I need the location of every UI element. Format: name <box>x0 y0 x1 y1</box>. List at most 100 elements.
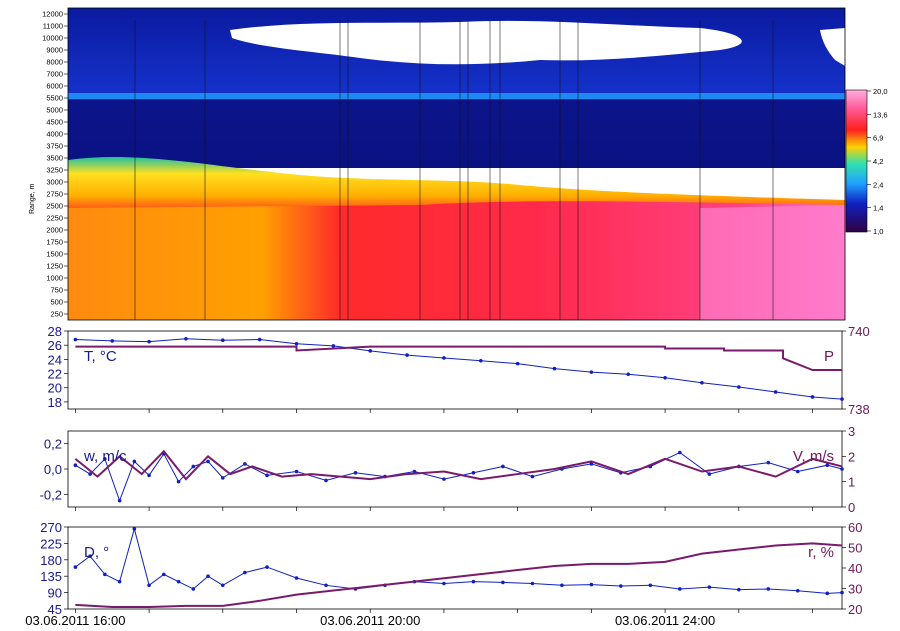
right-tick-label: 20 <box>848 602 862 617</box>
right-tick-label: 40 <box>848 561 862 576</box>
lidar-y-tick-label: 5500 <box>46 94 63 103</box>
right-tick-label: 740 <box>848 324 870 339</box>
series-point <box>442 581 446 586</box>
series-point <box>73 337 78 342</box>
series-point <box>515 361 520 366</box>
left-tick-label: 18 <box>48 395 62 410</box>
series-point <box>257 337 262 342</box>
panel-wind: -0,2 0,0 0,2 0 1 2 3 w, m/c V, m/s <box>40 424 856 515</box>
right-axis-label: P <box>824 348 834 365</box>
series-line <box>75 338 843 400</box>
series-point <box>589 370 594 374</box>
series-point <box>147 583 151 588</box>
lidar-y-tick-label: 3750 <box>46 142 63 151</box>
series-point <box>552 366 557 371</box>
series-point <box>353 471 358 475</box>
heatmap-lower-layer <box>68 201 845 320</box>
series-point <box>648 583 653 588</box>
series-point <box>560 583 564 588</box>
series-point <box>176 479 181 484</box>
series-point <box>479 358 483 363</box>
lidar-y-tick-label: 5000 <box>46 106 63 115</box>
series-point <box>221 338 225 343</box>
lidar-y-tick-label: 2250 <box>46 214 63 223</box>
heatmap-streaks <box>134 20 774 320</box>
lidar-y-tick-label: 6000 <box>46 82 63 91</box>
lidar-y-tick-label: 3000 <box>46 178 63 187</box>
series-line <box>75 526 843 594</box>
colorbar-tick-label: 1,0 <box>873 227 883 236</box>
series-point <box>162 572 166 577</box>
right-tick-label: 2 <box>848 449 855 464</box>
left-axis-label: w, m/c <box>83 448 127 465</box>
colorbar-tick-label: 4,2 <box>873 157 883 166</box>
lidar-y-tick-label: 250 <box>50 310 63 319</box>
series-point <box>265 565 269 569</box>
lidar-ylabel: Range, m <box>29 183 36 214</box>
series-point <box>471 471 476 475</box>
series-point <box>324 583 328 588</box>
right-axis-label: V, m/s <box>793 448 834 465</box>
series-point <box>840 590 844 595</box>
right-tick-label: 50 <box>848 541 862 556</box>
lidar-y-tick-label: 2000 <box>46 226 63 235</box>
right-tick-label: 3 <box>848 424 855 439</box>
left-tick-label: 26 <box>48 338 62 353</box>
series-point <box>103 572 107 577</box>
lidar-y-tick-label: 1000 <box>46 274 63 283</box>
series-point <box>810 395 815 399</box>
right-axis-label: r, % <box>808 544 834 561</box>
lidar-y-tick-label: 500 <box>50 298 63 307</box>
left-tick-label: 0,0 <box>44 462 62 477</box>
colorbar: 20,0 13,6 6,9 4,2 2,4 1,4 1,0 <box>845 87 888 236</box>
series-point <box>619 584 623 588</box>
series-point <box>88 554 92 558</box>
left-tick-label: 270 <box>40 520 62 535</box>
series-point <box>840 397 844 401</box>
series-line <box>75 542 843 608</box>
series-point <box>265 473 269 478</box>
left-axis-label: T, °C <box>84 348 117 365</box>
series-point <box>103 457 107 461</box>
series-point <box>442 356 446 360</box>
series-point <box>530 581 535 586</box>
right-tick-label: 0 <box>848 500 855 515</box>
lidar-y-tick-label: 4500 <box>46 118 63 127</box>
series-point <box>191 464 196 469</box>
series-point <box>471 579 476 584</box>
heatmap-cloud-right <box>820 28 845 66</box>
lidar-y-tick-label: 9000 <box>46 46 63 55</box>
colorbar-tick-label: 6,9 <box>873 134 883 143</box>
series-point <box>501 464 505 469</box>
x-tick-label: 03.06.2011 20:00 <box>320 613 420 628</box>
x-tick-label: 03.06.2011 24:00 <box>615 613 715 628</box>
series-point <box>589 582 594 587</box>
right-tick-label: 1 <box>848 475 855 490</box>
heatmap-dark-band <box>68 100 845 168</box>
x-tick-label: 03.06.2011 16:00 <box>25 613 125 628</box>
lidar-y-tick-label: 1250 <box>46 262 63 271</box>
left-tick-label: 22 <box>48 367 62 382</box>
left-tick-label: 24 <box>48 352 62 367</box>
lidar-y-tick-label: 4000 <box>46 130 63 139</box>
panel-frame <box>67 526 843 610</box>
lidar-y-tick-label: 10000 <box>42 34 63 43</box>
series-line <box>75 451 843 503</box>
series-point <box>110 339 115 343</box>
colorbar-tick-label: 20,0 <box>873 87 888 96</box>
series-point <box>117 579 122 584</box>
left-tick-label: 225 <box>40 536 62 551</box>
left-axis-label: D, ° <box>84 544 109 561</box>
series-point <box>147 339 151 344</box>
series-point <box>707 585 712 589</box>
series-point <box>294 341 299 346</box>
heatmap-mid-layer <box>68 157 845 212</box>
series-point <box>147 473 151 478</box>
series-point <box>501 580 505 585</box>
lidar-heatmap: 250 500 750 1000 1250 1500 1750 2000 2250 2500 275… <box>29 7 846 321</box>
series-line <box>74 449 843 481</box>
colorbar-ticks: 20,0 13,6 6,9 4,2 2,4 1,4 1,0 <box>867 87 888 236</box>
